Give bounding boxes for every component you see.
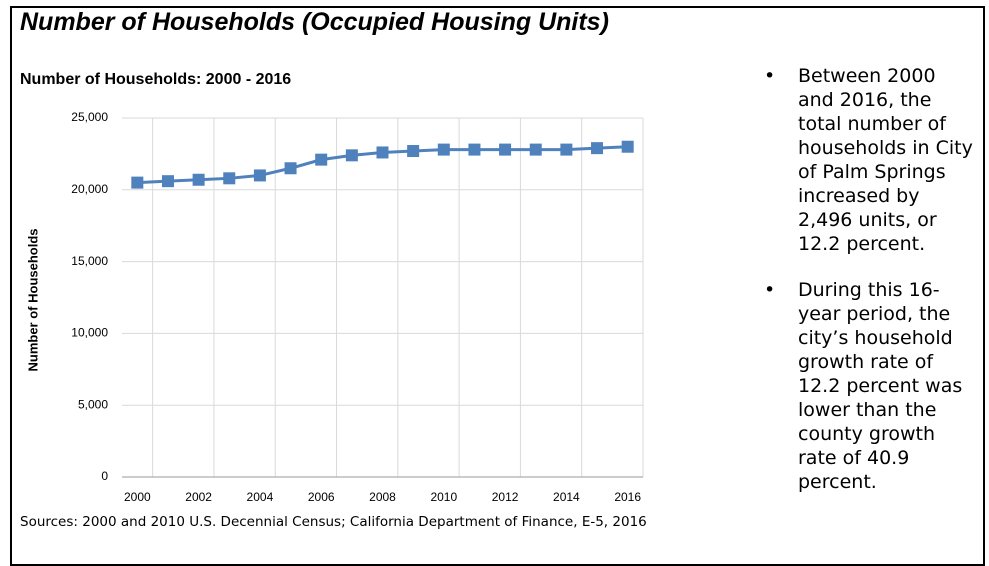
y-axis-label: Number of Households xyxy=(25,228,40,371)
marker xyxy=(315,153,328,166)
x-tick-label: 2014 xyxy=(553,490,580,504)
marker xyxy=(560,143,573,156)
x-tick-label: 2000 xyxy=(124,490,151,504)
page-title: Number of Households (Occupied Housing U… xyxy=(20,8,609,36)
x-tick-label: 2012 xyxy=(492,490,519,504)
marker xyxy=(345,149,358,162)
chart-title: Number of Households: 2000 - 2016 xyxy=(20,71,291,88)
bullet: During this 16-year period, the city’s h… xyxy=(760,278,975,494)
chart: Number of Households: 2000 - 2016 Number… xyxy=(20,71,644,504)
marker xyxy=(437,143,450,156)
marker xyxy=(253,169,266,182)
marker xyxy=(376,146,389,159)
y-tick-label: 5,000 xyxy=(78,397,108,411)
x-tick-label: 2008 xyxy=(369,490,396,504)
x-tick-label: 2006 xyxy=(308,490,335,504)
marker xyxy=(468,143,481,156)
bullet: Between 2000 and 2016, the total number … xyxy=(760,64,975,256)
page: Number of Households (Occupied Housing U… xyxy=(0,0,989,550)
marker xyxy=(591,142,604,155)
x-tick-label: 2016 xyxy=(614,490,641,504)
marker xyxy=(192,173,205,186)
marker xyxy=(529,143,542,156)
y-tick-label: 10,000 xyxy=(71,326,108,340)
marker xyxy=(621,140,634,153)
y-tick-label: 15,000 xyxy=(71,254,108,268)
source-note: Sources: 2000 and 2010 U.S. Decennial Ce… xyxy=(20,514,647,530)
marker xyxy=(499,143,512,156)
x-tick-label: 2010 xyxy=(430,490,457,504)
y-tick-label: 20,000 xyxy=(71,182,108,196)
x-tick-label: 2004 xyxy=(247,490,274,504)
marker xyxy=(161,175,174,188)
bullet-list: Between 2000 and 2016, the total number … xyxy=(760,64,975,516)
marker xyxy=(284,162,297,175)
y-tick-label: 0 xyxy=(101,469,108,483)
marker xyxy=(223,172,236,185)
x-tick-label: 2002 xyxy=(185,490,212,504)
marker xyxy=(131,176,144,189)
marker xyxy=(407,145,420,158)
y-tick-label: 25,000 xyxy=(71,110,108,124)
